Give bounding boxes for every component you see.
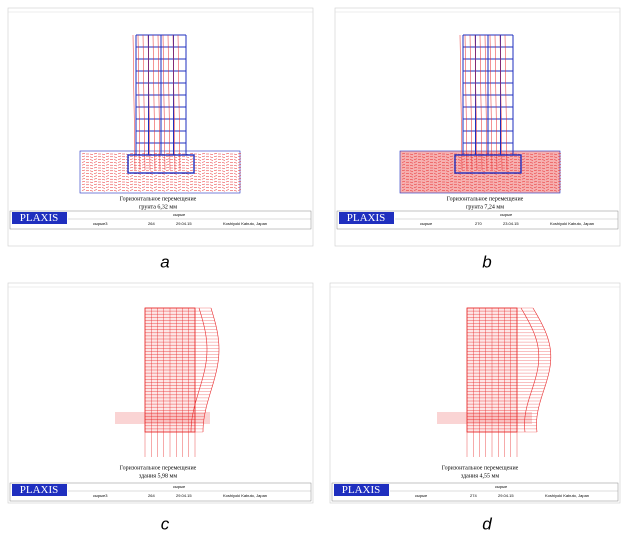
- title-block-field: Koshiyoki Kabuto, Japan: [545, 493, 589, 498]
- panel-label: a: [160, 252, 169, 271]
- title-block-field: 264: [148, 221, 155, 226]
- panel: Горизонтальное перемещение грунта 6,32 мм…: [8, 8, 313, 246]
- logo: PLAXIS: [20, 484, 59, 496]
- caption-line: Горизонтальное перемещение: [120, 196, 197, 202]
- caption-line: Горизонтальное перемещение: [120, 465, 197, 471]
- logo: PLAXIS: [347, 212, 386, 224]
- panel-label: c: [161, 514, 170, 533]
- title-block-field: 274: [470, 493, 477, 498]
- title-block-field: сырые: [173, 212, 186, 217]
- title-block-field: сырые: [495, 484, 508, 489]
- caption-line: грунта 6,32 мм: [139, 204, 177, 210]
- title-block-field: Koshiyoki Kabuto, Japan: [223, 221, 267, 226]
- title-block-field: Koshiyoki Kabuto, Japan: [550, 221, 594, 226]
- caption-line: Горизонтальное перемещение: [447, 196, 524, 202]
- logo: PLAXIS: [20, 212, 59, 224]
- panel: Горизонтальное перемещение здания 4,55 мм…: [330, 283, 620, 503]
- title-block-field: сырые: [500, 212, 513, 217]
- title-block-field: сырые: [173, 484, 186, 489]
- caption-line: грунта 7,24 мм: [466, 204, 504, 210]
- logo: PLAXIS: [342, 484, 381, 496]
- panel-label: d: [482, 514, 492, 533]
- title-block-field: Koshiyoki Kabuto, Japan: [223, 493, 267, 498]
- panel: Горизонтальное перемещение здания 5,98 мм…: [8, 283, 313, 503]
- figure: Горизонтальное перемещение грунта 6,32 мм…: [0, 0, 627, 535]
- title-block-field: 264: [148, 493, 155, 498]
- panel: Горизонтальное перемещение грунта 7,24 мм…: [335, 8, 620, 246]
- title-block-field: 23.04.15: [503, 221, 519, 226]
- title-block-field: сырые: [420, 221, 433, 226]
- title-block-field: 29.04.15: [176, 493, 192, 498]
- caption-line: здания 4,55 мм: [461, 473, 499, 479]
- title-block-field: 29.04.15: [176, 221, 192, 226]
- title-block-field: сырые3: [93, 221, 108, 226]
- title-block-field: 270: [475, 221, 482, 226]
- caption-line: здания 5,98 мм: [139, 473, 177, 479]
- caption-line: Горизонтальное перемещение: [442, 465, 519, 471]
- title-block-field: сырые: [415, 493, 428, 498]
- page: Горизонтальное перемещение грунта 6,32 мм…: [0, 0, 627, 535]
- title-block-field: сырые3: [93, 493, 108, 498]
- panel-label: b: [482, 252, 491, 271]
- title-block-field: 29.04.15: [498, 493, 514, 498]
